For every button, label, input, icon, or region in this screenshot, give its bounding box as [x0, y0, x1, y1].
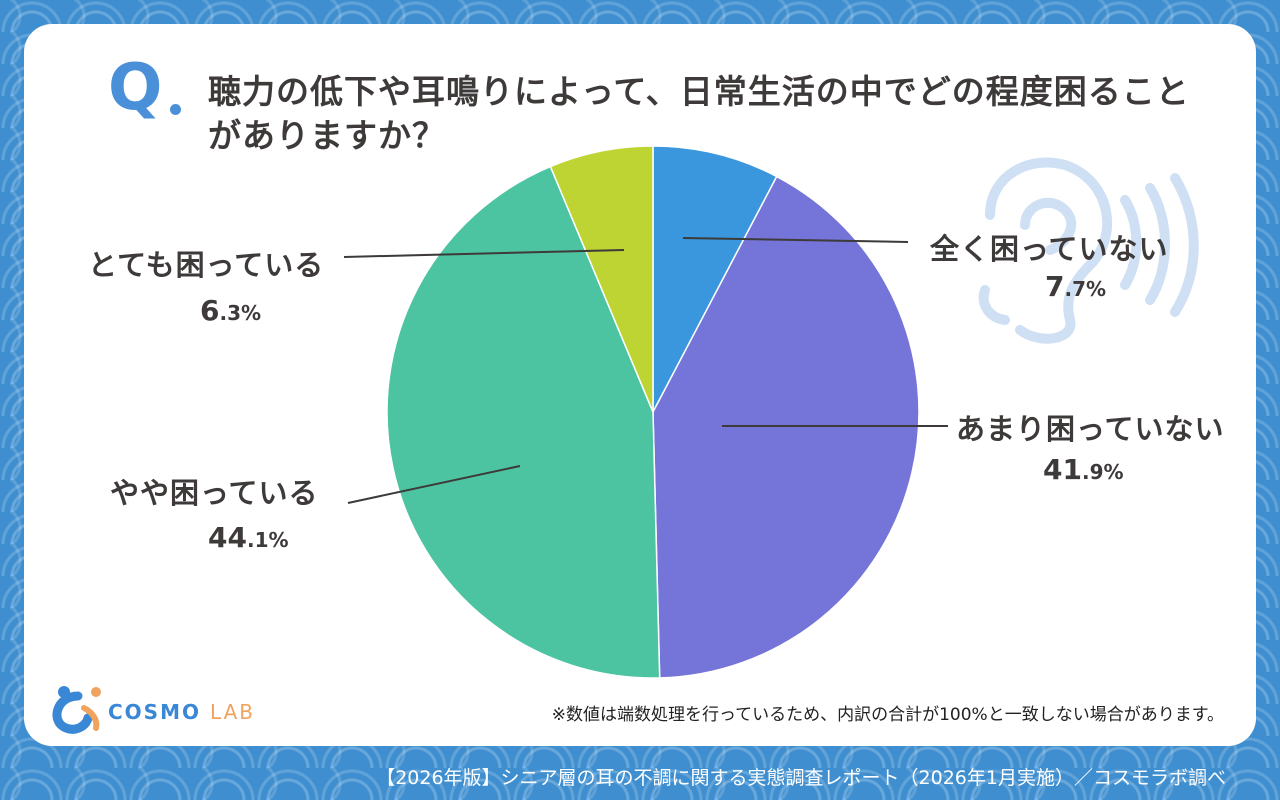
slice-value-s0: 7.7%	[1045, 270, 1106, 303]
slice-value-s2-dec: .1%	[246, 528, 289, 552]
slice-value-s2-int: 44	[208, 521, 247, 554]
pie-slice-3	[549, 145, 654, 413]
slice-value-s3-dec: .3%	[219, 301, 262, 325]
slice-label-s2: やや困っている	[110, 476, 319, 510]
slice-value-s3: 6.3%	[200, 294, 261, 327]
pie-slice-2	[386, 165, 661, 679]
question-mark-q: Q	[108, 51, 163, 125]
question-dot	[170, 104, 181, 115]
slice-value-s1-dec: .9%	[1081, 460, 1124, 484]
slice-value-s3-int: 6	[200, 294, 220, 327]
leader-line-s0	[682, 237, 909, 243]
leader-line-s3	[343, 249, 625, 258]
slice-label-s3: とても困っている	[88, 248, 325, 282]
logo-dot-orange	[91, 687, 101, 697]
footnote: ※数値は端数処理を行っているため、内訳の合計が100%と一致しない場合があります…	[551, 705, 1224, 725]
logo-text-lab: LAB	[209, 700, 255, 724]
slice-label-s1: あまり困っていない	[956, 412, 1225, 446]
logo-text: COSMO LAB	[108, 700, 255, 724]
slice-value-s0-dec: .7%	[1064, 277, 1107, 301]
slice-value-s1: 41.9%	[1043, 453, 1124, 486]
pie-slice-0	[652, 145, 778, 413]
slice-value-s1-int: 41	[1043, 453, 1082, 486]
question-title: 聴力の低下や耳鳴りによって、日常生活の中でどの程度困ることがありますか？	[208, 72, 1190, 155]
slice-label-s0: 全く困っていない	[930, 232, 1169, 266]
logo-c-shape	[52, 691, 93, 734]
leader-line-s2	[347, 465, 521, 504]
pie-slice-1	[652, 175, 920, 679]
footer-source: 【2026年版】シニア層の耳の不調に関する実態調査レポート（2026年1月実施）…	[376, 767, 1226, 789]
slice-value-s2: 44.1%	[208, 521, 289, 554]
logo-swoosh	[81, 705, 100, 731]
slice-value-s0-int: 7	[1045, 270, 1065, 303]
logo-text-cosmo: COSMO	[108, 700, 201, 724]
